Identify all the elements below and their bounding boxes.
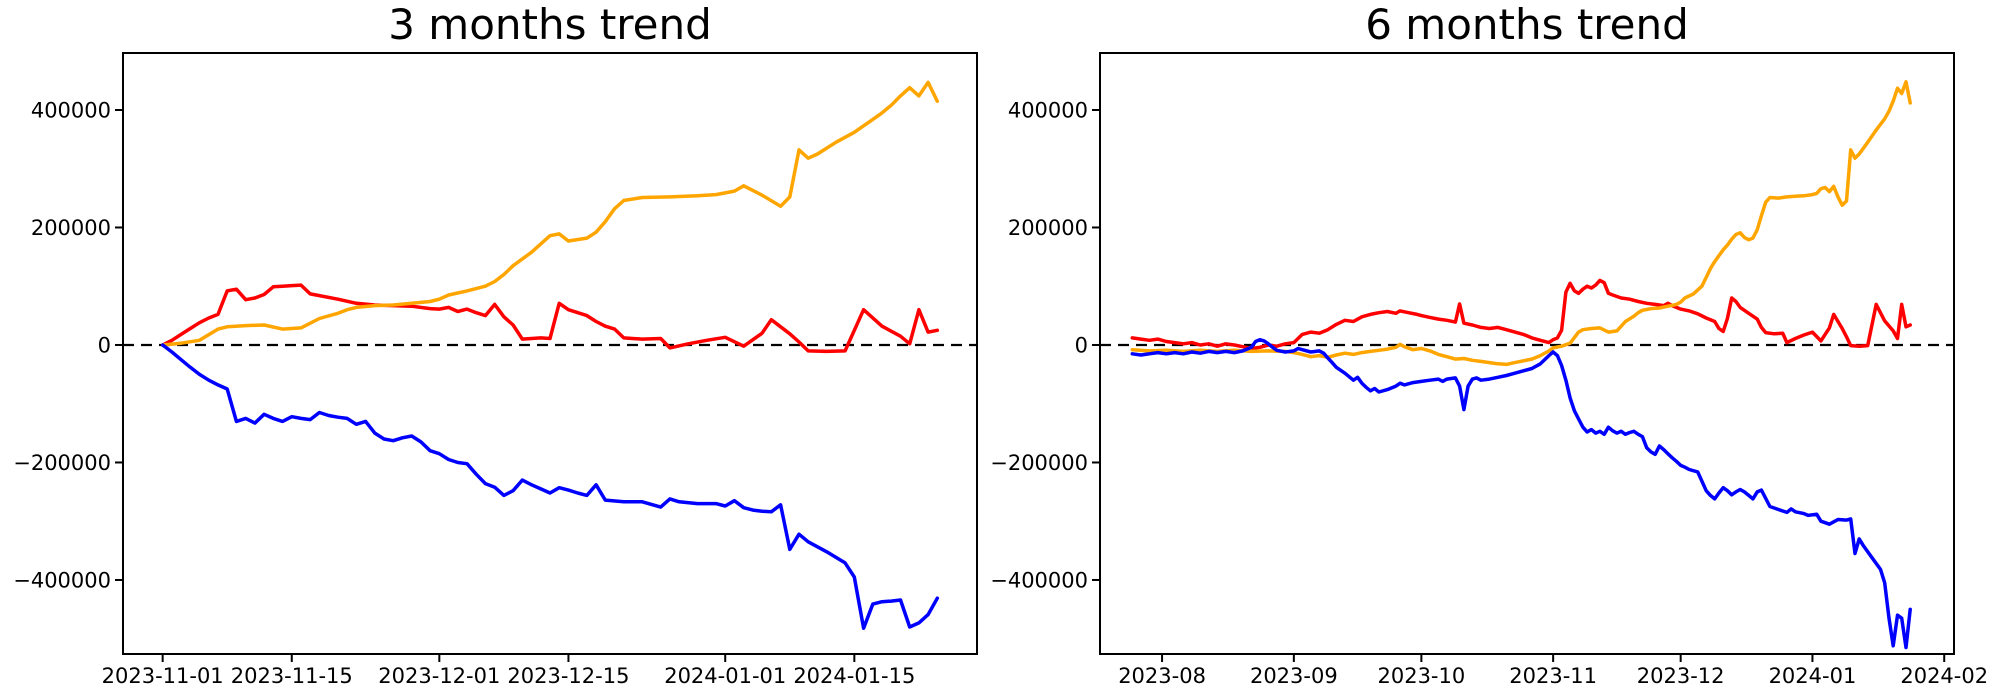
series-line-red: [160, 283, 940, 354]
x-tick-label: 2023-08: [1118, 664, 1206, 688]
y-tick-label: 0: [98, 333, 111, 357]
plot-border: [1099, 52, 1955, 655]
x-tick-label: 2024-01: [1769, 664, 1857, 688]
y-tick-label: −200000: [990, 451, 1088, 475]
x-tick-label: 2024-02: [1900, 664, 1988, 688]
x-tick-label: 2024-01-01: [664, 664, 786, 688]
series-line-blue: [160, 343, 940, 630]
y-tick-label: 200000: [1008, 216, 1088, 240]
y-tick-label: 200000: [31, 216, 111, 240]
y-tick-label: −400000: [13, 568, 111, 592]
chart-title-6-months: 6 months trend: [1365, 0, 1689, 49]
plot-border: [122, 52, 978, 655]
x-tick-label: 2024-01-15: [793, 664, 915, 688]
y-tick-label: −200000: [13, 451, 111, 475]
y-tick-label: 400000: [31, 98, 111, 122]
series-line-orange: [160, 80, 940, 347]
x-tick-label: 2023-09: [1250, 664, 1338, 688]
y-tick-label: 0: [1075, 333, 1088, 357]
x-tick-label: 2023-11-15: [231, 664, 353, 688]
y-tick-label: −400000: [990, 568, 1088, 592]
series-line-orange: [1130, 80, 1912, 367]
x-tick-label: 2023-10: [1377, 664, 1465, 688]
x-tick-label: 2023-11-01: [102, 664, 224, 688]
chart-title-3-months: 3 months trend: [388, 0, 712, 49]
y-tick-label: 400000: [1008, 98, 1088, 122]
series-line-red: [1130, 278, 1912, 351]
x-tick-label: 2023-11: [1509, 664, 1597, 688]
x-tick-label: 2023-12: [1637, 664, 1725, 688]
x-tick-label: 2023-12-15: [507, 664, 629, 688]
series-line-blue: [1130, 337, 1912, 650]
x-tick-label: 2023-12-01: [378, 664, 500, 688]
